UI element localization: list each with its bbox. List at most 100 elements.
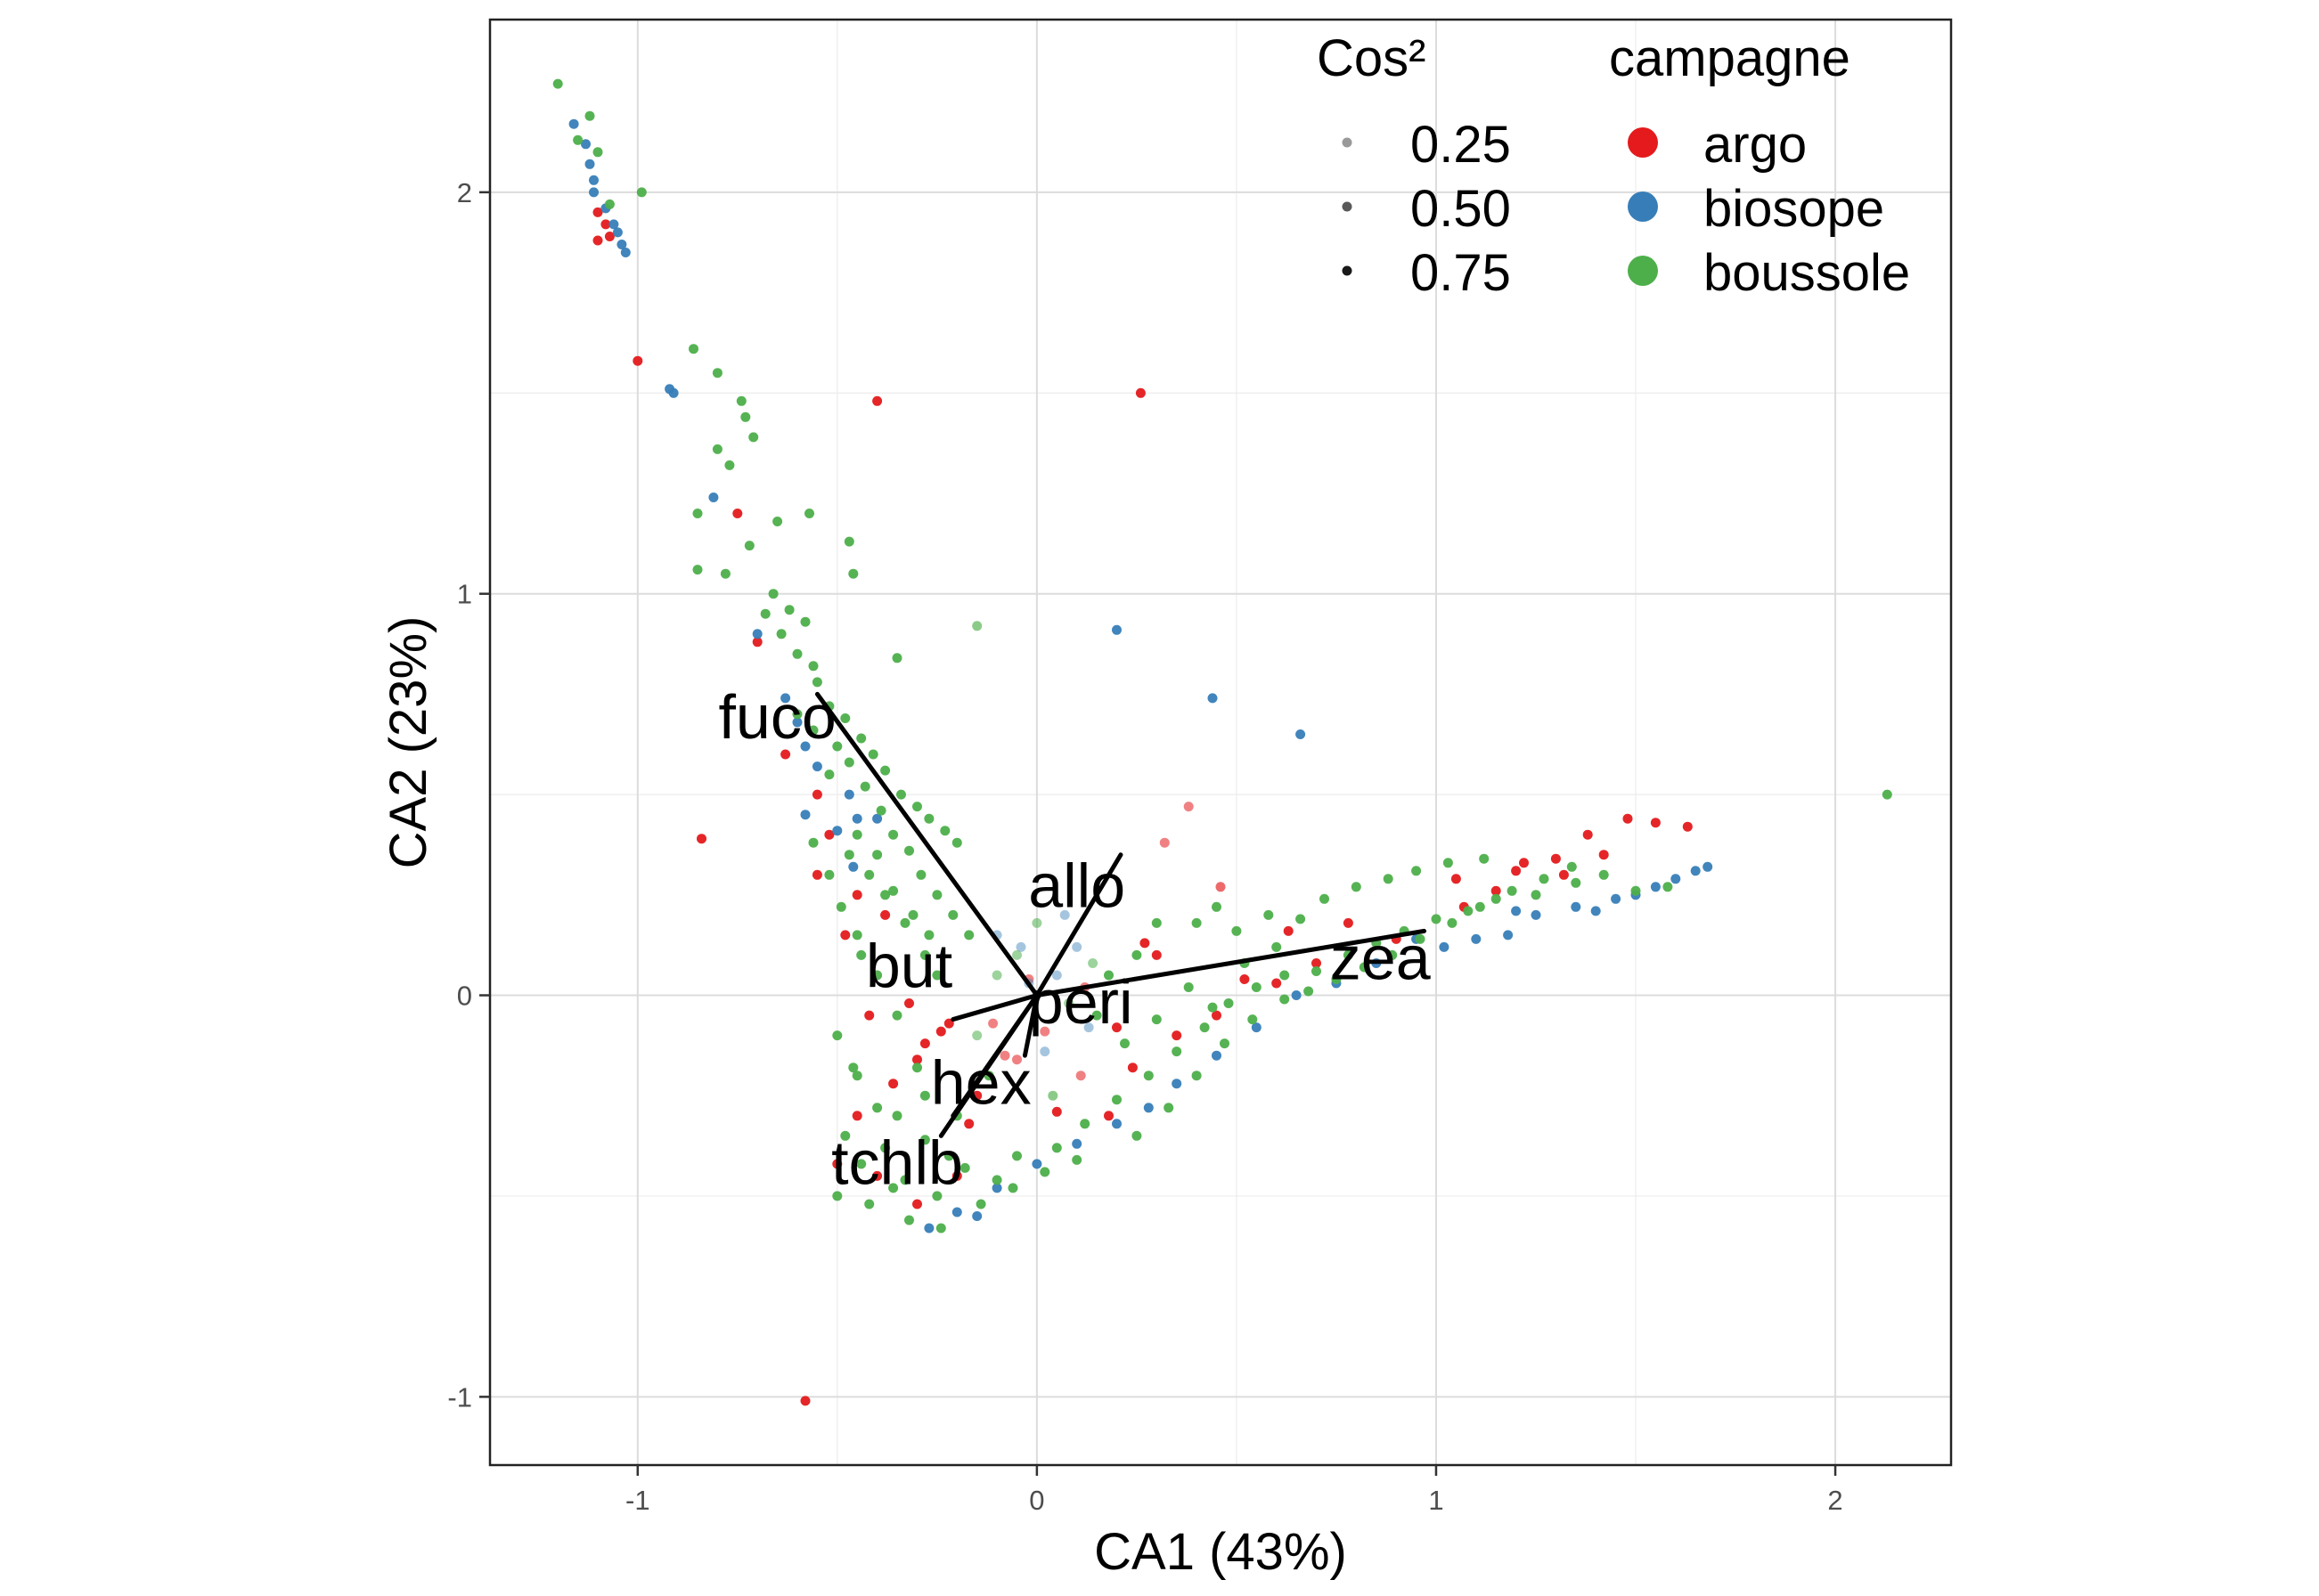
data-point-boussole xyxy=(1104,970,1114,981)
data-point-boussole xyxy=(1008,1183,1018,1193)
variable-label-zea: zea xyxy=(1330,923,1431,992)
data-point-boussole xyxy=(604,199,615,209)
data-point-biosope xyxy=(752,629,763,639)
data-point-argo xyxy=(1343,917,1353,928)
variable-label-but: but xyxy=(866,932,952,1001)
data-point-boussole xyxy=(880,1143,891,1153)
data-point-boussole xyxy=(1431,914,1441,924)
data-point-boussole xyxy=(1571,877,1581,888)
data-point-biosope xyxy=(608,219,619,230)
data-point-boussole xyxy=(692,565,703,575)
data-point-boussole xyxy=(1359,962,1369,973)
data-point-boussole xyxy=(844,536,854,547)
data-point-boussole xyxy=(852,1071,862,1081)
data-point-boussole xyxy=(1662,882,1673,892)
legend-campagne-key-biosope xyxy=(1628,191,1658,222)
data-point-boussole xyxy=(692,509,703,518)
data-point-boussole xyxy=(1490,893,1501,904)
data-point-argo xyxy=(1000,1050,1010,1061)
data-point-biosope xyxy=(792,717,803,728)
data-point-boussole xyxy=(959,1162,970,1173)
data-point-boussole xyxy=(872,1103,883,1113)
data-point-biosope xyxy=(1650,882,1661,892)
data-point-argo xyxy=(919,1038,930,1049)
data-point-biosope xyxy=(1040,1046,1050,1057)
variable-labels: fuco allo zea but peri hex tchlb xyxy=(718,682,1430,1197)
data-point-boussole xyxy=(832,1191,843,1201)
data-point-boussole xyxy=(1479,853,1490,864)
data-point-argo xyxy=(812,869,822,880)
data-point-boussole xyxy=(768,589,779,599)
data-point-biosope xyxy=(581,139,591,150)
data-point-boussole xyxy=(992,1175,1002,1185)
data-point-biosope xyxy=(620,248,631,257)
data-point-boussole xyxy=(1091,1010,1102,1021)
data-point-argo xyxy=(912,1199,922,1209)
data-point-boussole xyxy=(1151,1014,1162,1025)
data-point-boussole xyxy=(689,344,698,354)
x-tick-label: -1 xyxy=(625,1485,650,1516)
data-point-boussole xyxy=(935,1223,946,1234)
data-point-boussole xyxy=(848,1063,859,1073)
data-point-boussole xyxy=(824,869,835,880)
data-point-argo xyxy=(872,1170,883,1181)
data-point-biosope xyxy=(1439,941,1449,952)
y-tick-label: 1 xyxy=(457,579,472,610)
data-point-boussole xyxy=(1064,998,1074,1008)
data-point-argo xyxy=(1139,938,1150,949)
data-point-argo xyxy=(880,909,891,920)
variable-arrow-tchlb xyxy=(938,993,1040,1138)
data-point-boussole xyxy=(744,541,755,551)
data-point-biosope xyxy=(1212,1050,1221,1061)
data-point-boussole xyxy=(724,460,735,470)
panel-border xyxy=(488,18,1953,1467)
variable-arrow-but xyxy=(951,993,1040,1022)
data-point-argo xyxy=(852,890,862,900)
data-point-biosope xyxy=(668,387,679,398)
data-point-argo xyxy=(1450,874,1461,884)
data-point-biosope xyxy=(1083,1022,1094,1033)
data-point-boussole xyxy=(1120,1038,1130,1049)
data-point-boussole xyxy=(832,1030,843,1041)
legend-campagne-label: biosope xyxy=(1703,180,1884,238)
data-point-argo xyxy=(1490,885,1501,896)
data-point-biosope xyxy=(589,187,599,198)
data-point-argo xyxy=(1172,1030,1182,1041)
data-point-boussole xyxy=(792,648,803,659)
x-axis-title: CA1 (43%) xyxy=(1094,1523,1347,1581)
data-point-boussole xyxy=(919,1090,930,1101)
data-point-argo xyxy=(1622,813,1633,824)
data-point-boussole xyxy=(1882,789,1892,800)
legend-campagne-key-argo xyxy=(1628,127,1658,158)
data-point-biosope xyxy=(1032,1159,1042,1169)
data-point-argo xyxy=(697,834,706,844)
data-point-argo xyxy=(824,829,835,840)
data-point-boussole xyxy=(1032,917,1042,928)
data-point-boussole xyxy=(876,805,886,816)
x-tick-label: 0 xyxy=(1029,1485,1044,1516)
data-point-boussole xyxy=(760,608,771,619)
data-point-boussole xyxy=(1539,874,1549,884)
data-point-boussole xyxy=(888,1183,899,1193)
data-point-biosope xyxy=(1016,941,1026,952)
data-point-boussole xyxy=(856,949,867,960)
data-point-boussole xyxy=(776,629,787,639)
data-point-boussole xyxy=(736,395,747,406)
legend-campagne: campagne argo biosope boussole xyxy=(1609,29,1910,302)
data-point-boussole xyxy=(573,134,584,145)
legend-campagne-title: campagne xyxy=(1609,29,1850,87)
variable-arrow-fuco xyxy=(814,691,1040,998)
data-point-boussole xyxy=(1411,866,1422,876)
variable-label-allo: allo xyxy=(1028,851,1125,920)
data-point-boussole xyxy=(552,78,563,89)
data-point-boussole xyxy=(1207,1002,1218,1013)
grid-lines xyxy=(490,20,1951,1465)
data-point-boussole xyxy=(1531,890,1541,900)
data-point-boussole xyxy=(712,444,723,454)
data-point-argo xyxy=(1283,925,1294,936)
data-point-boussole xyxy=(836,901,846,912)
data-point-argo xyxy=(633,355,643,366)
data-point-boussole xyxy=(1131,1130,1142,1141)
